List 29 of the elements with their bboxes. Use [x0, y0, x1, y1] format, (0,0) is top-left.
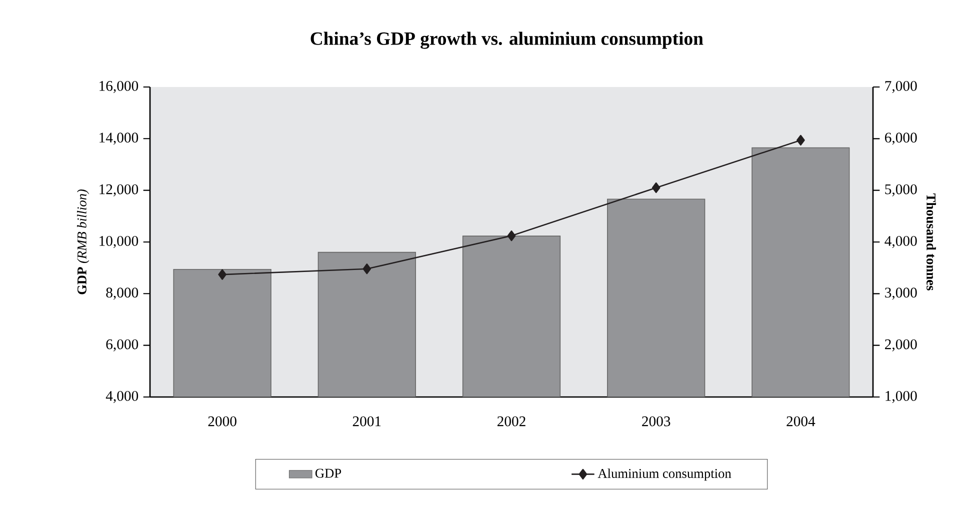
- y2-tick-label: 1,000: [886, 390, 917, 403]
- legend-label: GDP: [315, 468, 342, 478]
- y2-axis-title: Thousand tonnes: [926, 193, 936, 290]
- y-tick-label: 16,000: [100, 80, 138, 93]
- y2-tick-label: 2,000: [885, 339, 917, 352]
- y-tick-label: 12,000: [100, 184, 138, 196]
- point: [652, 182, 660, 194]
- y-tick-label: 10,000: [100, 236, 138, 248]
- point: [218, 269, 226, 280]
- y2-tick-label: 5,000: [885, 184, 917, 196]
- x-tick-label: 2000: [208, 416, 236, 426]
- y2-tick-label: 6,000: [885, 132, 917, 145]
- chart-title: China’s GDP growth vs. aluminium consumption: [310, 32, 704, 49]
- x-tick-label: 2003: [642, 416, 670, 426]
- y2-tick-label: 3,000: [885, 288, 917, 300]
- y-tick-label: 8,000: [106, 288, 138, 300]
- y-tick-label: 4,000: [106, 390, 138, 403]
- x-tick-label: 2001: [352, 416, 381, 426]
- point: [507, 230, 516, 242]
- x-tick-label: 2002: [497, 416, 526, 426]
- point: [796, 134, 805, 146]
- y2-tick-label: 7,000: [885, 80, 917, 93]
- x-tick-label: 2004: [786, 416, 816, 426]
- y-axis-title: GDP (RMB billion): [77, 189, 90, 294]
- y2-tick-label: 4,000: [884, 236, 917, 248]
- point: [362, 264, 372, 274]
- legend-label: Aluminium consumption: [598, 468, 732, 481]
- y-tick-label: 6,000: [106, 339, 138, 352]
- y-tick-label: 14,000: [100, 132, 138, 145]
